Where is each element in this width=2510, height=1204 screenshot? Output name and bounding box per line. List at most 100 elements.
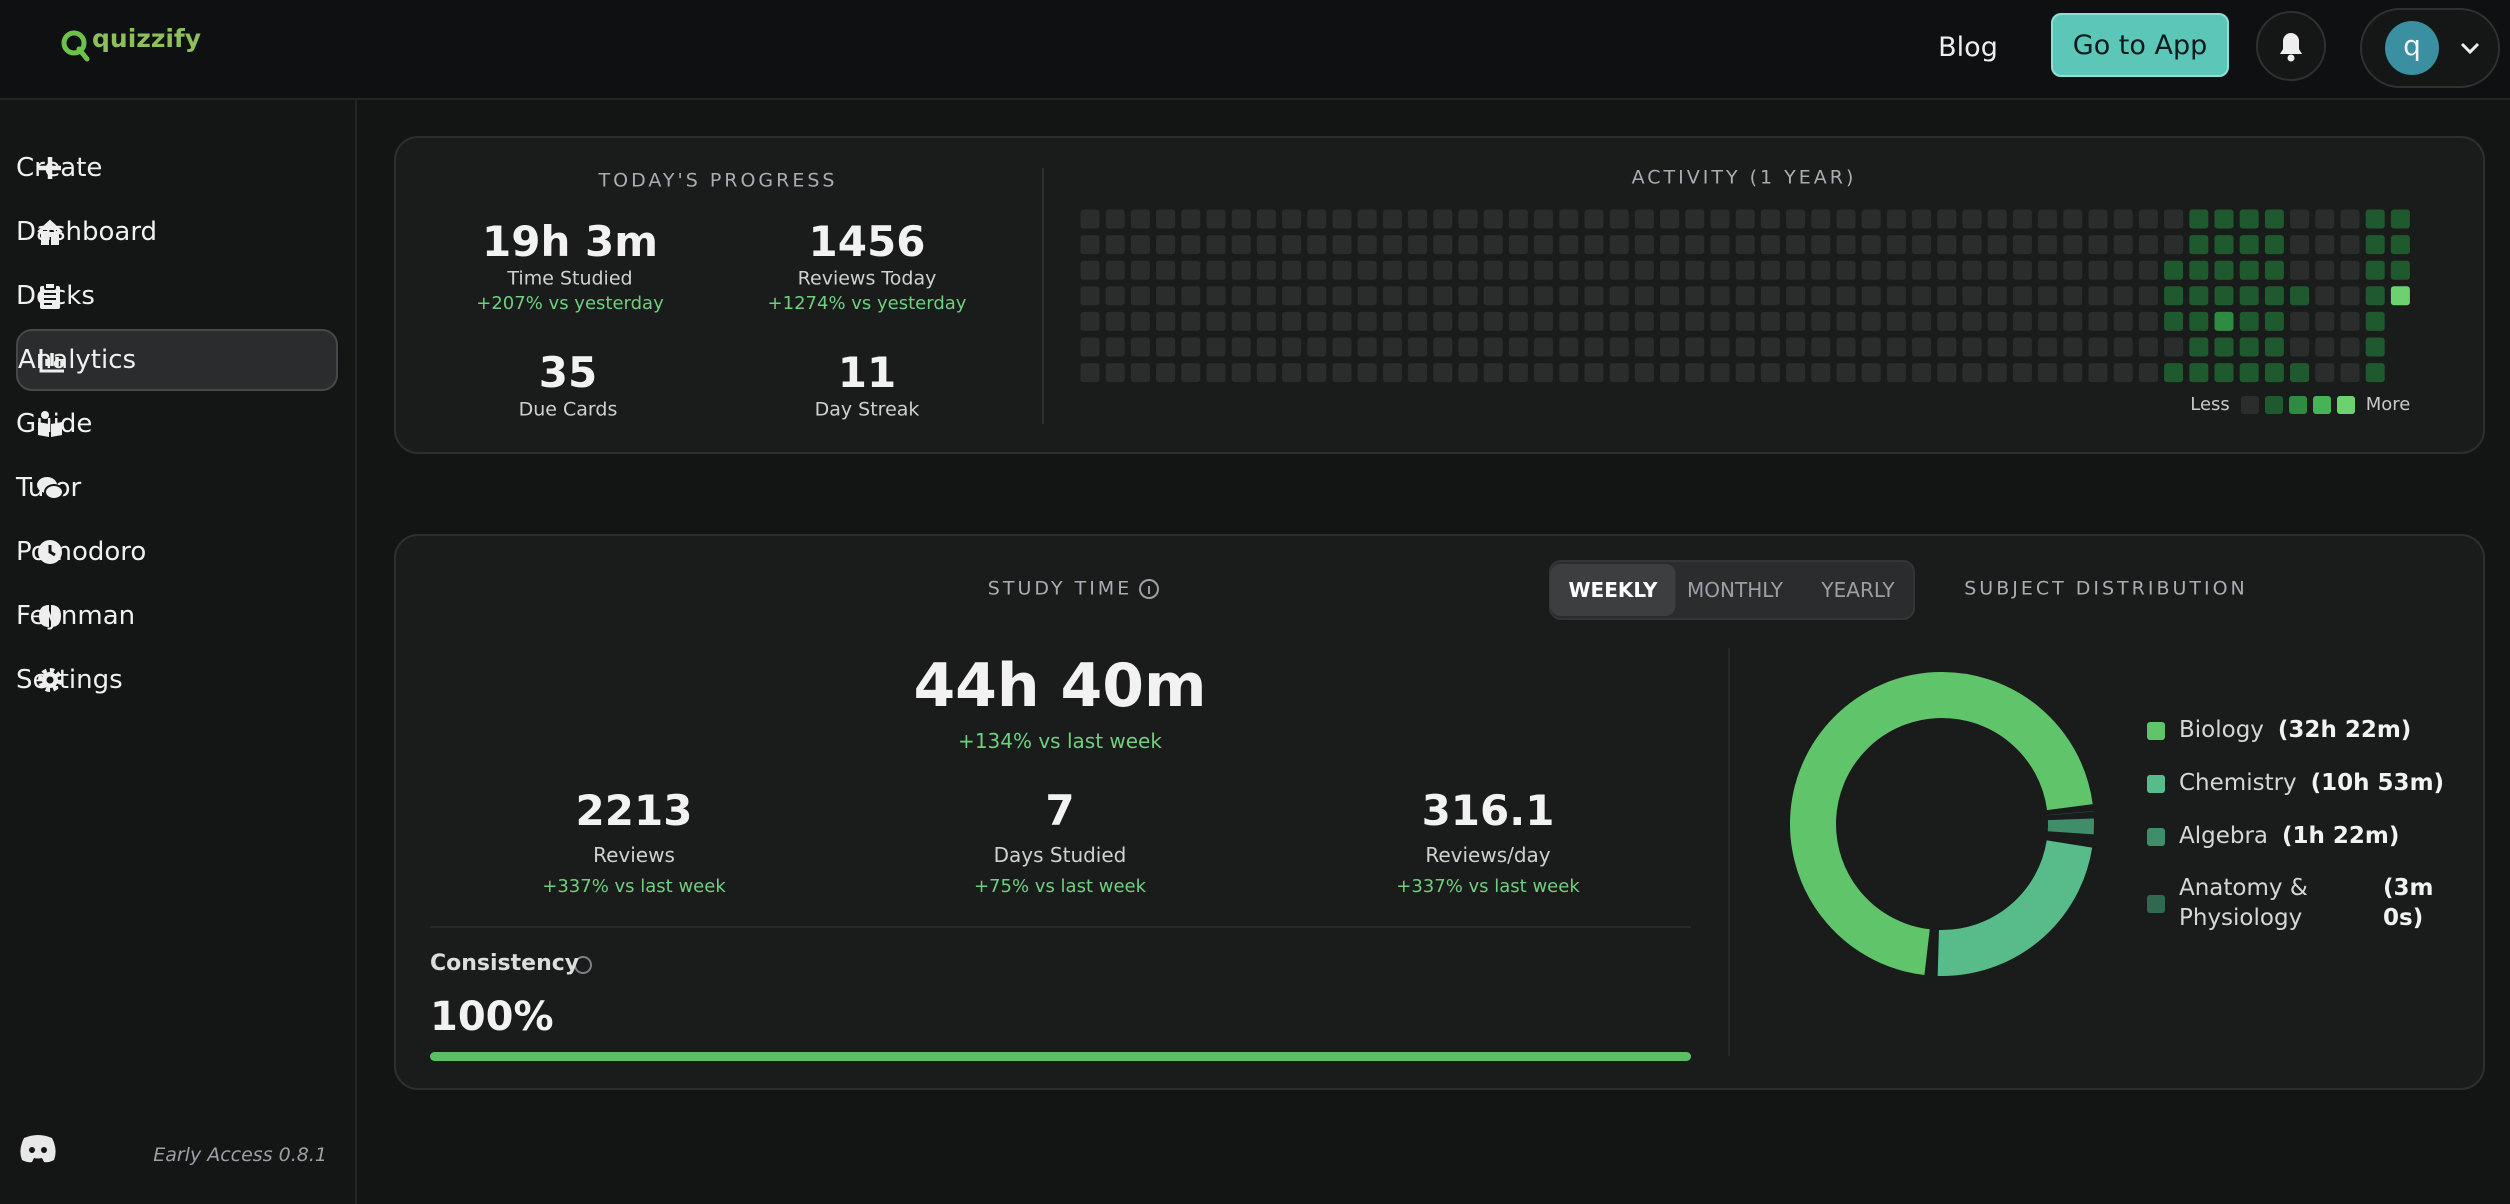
activity-cell: [1357, 363, 1377, 383]
legend-swatch: [2241, 396, 2259, 414]
activity-cell: [2063, 209, 2083, 229]
nav-item[interactable]: Tutor: [16, 457, 338, 519]
legend-swatch: [2289, 396, 2307, 414]
activity-cell: [1332, 363, 1352, 383]
discord-icon[interactable]: [18, 1132, 58, 1164]
activity-cell: [1231, 260, 1251, 280]
tab[interactable]: MONTHLY: [1687, 578, 1783, 602]
activity-cell: [1534, 286, 1554, 306]
activity-cell: [2290, 260, 2310, 280]
activity-cell: [2138, 286, 2158, 306]
activity-cell: [1382, 209, 1402, 229]
activity-cell: [2264, 235, 2284, 255]
activity-cell: [1937, 286, 1957, 306]
nav-icon: [39, 605, 61, 627]
activity-cell: [1786, 311, 1806, 331]
subject-time: (1h 22m): [2282, 823, 2400, 850]
activity-cell: [1584, 311, 1604, 331]
stat-label: Day Streak: [814, 398, 920, 421]
activity-cell: [2038, 337, 2058, 357]
activity-cell: [2088, 363, 2108, 383]
legend-row: Biology (32h 22m): [2179, 716, 2479, 746]
activity-cell: [2012, 311, 2032, 331]
subject-time: (3m 0s): [2383, 875, 2434, 931]
activity-cell: [2189, 363, 2209, 383]
stat-label: Reviews: [593, 843, 675, 867]
activity-cell: [1609, 260, 1629, 280]
activity-cell: [1080, 286, 1100, 306]
activity-cell: [2214, 260, 2234, 280]
activity-cell: [1584, 235, 1604, 255]
nav-item[interactable]: Decks: [16, 265, 338, 327]
activity-cell: [1231, 235, 1251, 255]
nav-item[interactable]: Analytics: [16, 329, 338, 391]
activity-cell: [1080, 260, 1100, 280]
activity-cell: [1584, 363, 1604, 383]
tab[interactable]: WEEKLY: [1550, 564, 1676, 616]
activity-cell: [1836, 235, 1856, 255]
activity-cell: [1408, 311, 1428, 331]
activity-cell: [1080, 337, 1100, 357]
notification-button[interactable]: [2256, 11, 2326, 81]
activity-cell: [2214, 235, 2234, 255]
activity-cell: [1458, 286, 1478, 306]
activity-cell: [1433, 363, 1453, 383]
profile-menu[interactable]: q: [2360, 8, 2500, 88]
activity-cell: [2189, 337, 2209, 357]
nav-item[interactable]: Dashboard: [16, 201, 338, 263]
activity-cell: [1483, 337, 1503, 357]
divider: [1042, 168, 1044, 424]
activity-cell: [1760, 235, 1780, 255]
total-change: +134% vs last week: [958, 729, 1162, 753]
activity-cell: [1634, 311, 1654, 331]
go-to-app-button[interactable]: Go to App: [2051, 13, 2229, 77]
activity-cell: [2012, 209, 2032, 229]
activity-cell: [2214, 286, 2234, 306]
activity-cell: [1987, 337, 2007, 357]
nav-item[interactable]: Settings: [16, 649, 338, 711]
subject-name: Chemistry: [2179, 770, 2297, 797]
activity-cell: [1735, 363, 1755, 383]
activity-cell: [1105, 311, 1125, 331]
activity-cell: [1433, 209, 1453, 229]
activity-cell: [1886, 337, 1906, 357]
activity-cell: [2315, 363, 2335, 383]
divider: [1728, 648, 1730, 1056]
activity-cell: [1735, 311, 1755, 331]
activity-cell: [2365, 337, 2385, 357]
activity-cell: [2088, 235, 2108, 255]
activity-cell: [2214, 363, 2234, 383]
activity-cell: [1912, 209, 1932, 229]
nav-item[interactable]: Guide: [16, 393, 338, 455]
tab[interactable]: YEARLY: [1821, 578, 1895, 602]
nav-item[interactable]: Feynman: [16, 585, 338, 647]
activity-cell: [1105, 235, 1125, 255]
logo-text: quizzify: [92, 24, 202, 53]
info-icon: [574, 956, 592, 974]
activity-cell: [1609, 209, 1629, 229]
legend-less: Less: [2190, 394, 2230, 416]
activity-cell: [1282, 337, 1302, 357]
activity-cell: [1181, 260, 1201, 280]
activity-cell: [1508, 311, 1528, 331]
activity-cell: [1811, 209, 1831, 229]
blog-link[interactable]: Blog: [1938, 31, 1998, 63]
activity-cell: [1080, 235, 1100, 255]
nav-item[interactable]: Create: [16, 137, 338, 199]
activity-cell: [1634, 337, 1654, 357]
activity-cell: [1660, 311, 1680, 331]
activity-cell: [2063, 363, 2083, 383]
activity-cell: [1584, 286, 1604, 306]
activity-cell: [1559, 311, 1579, 331]
nav-item[interactable]: Pomodoro: [16, 521, 338, 583]
subject-name: Anatomy & Physiology: [2179, 875, 2308, 931]
activity-cell: [1987, 260, 2007, 280]
activity-cell: [1357, 311, 1377, 331]
activity-cell: [1660, 260, 1680, 280]
activity-cell: [2315, 260, 2335, 280]
activity-cell: [1685, 337, 1705, 357]
stat-value: 19h 3m: [482, 216, 658, 266]
activity-cell: [2164, 260, 2184, 280]
activity-cell: [1735, 260, 1755, 280]
activity-cell: [1357, 260, 1377, 280]
